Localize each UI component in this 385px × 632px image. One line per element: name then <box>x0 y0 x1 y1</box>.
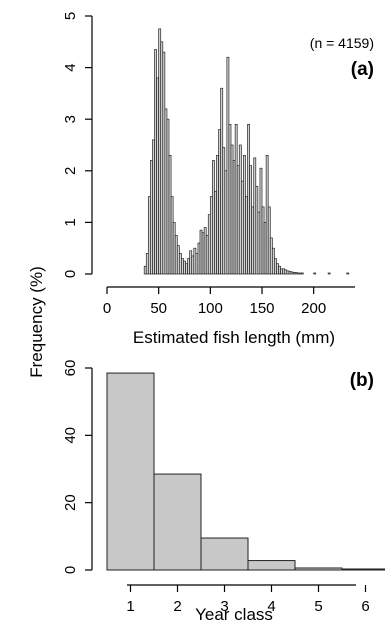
panel-a-x-tick-label: 100 <box>198 300 223 317</box>
panel-a-x-tick-label: 0 <box>103 300 111 317</box>
panel-b-tag: (b) <box>350 370 374 391</box>
panel-a-y-tick-label: 0 <box>62 270 79 278</box>
panel-b-x-tick-label: 1 <box>126 598 134 615</box>
panel-a-annotation: (n = 4159) <box>310 35 374 51</box>
panel-a-bar <box>346 272 350 275</box>
panel-b-bar <box>247 560 296 571</box>
panel-b-x-tick-label: 6 <box>361 598 369 615</box>
panel-a-bars <box>143 28 350 275</box>
panel-b-x-tick-label: 2 <box>173 598 181 615</box>
panel-b-bar <box>106 372 155 571</box>
panel-b-bar <box>200 537 249 571</box>
panel-a-x-tick-label: 50 <box>150 300 167 317</box>
panel-a-y-tick-label: 4 <box>62 63 79 71</box>
panel-a-bar <box>313 272 317 275</box>
panel-a-bar <box>327 272 331 275</box>
panel-b-x-tick-label: 4 <box>267 598 275 615</box>
panel-b-y-tick-label: 40 <box>62 427 79 444</box>
panel-b-y-ticks: 0 20 40 60 <box>62 360 92 574</box>
panel-a-y-tick-label: 2 <box>62 167 79 175</box>
shared-ylabel: Frequency (%) <box>27 266 46 377</box>
panel-a-xlabel: Estimated fish length (mm) <box>133 328 335 347</box>
panel-a-y-tick-label: 3 <box>62 115 79 123</box>
panel-b-x-ticks: 1 2 3 4 5 6 <box>126 585 370 615</box>
panel-b-x-tick-label: 3 <box>220 598 228 615</box>
panel-a-tag: (a) <box>351 59 374 80</box>
panel-b-xlabel: Year class <box>195 605 273 624</box>
panel-a: 0 1 2 3 4 5 0 50 100 150 200 (n = 4159) (a) Estim… <box>62 12 374 347</box>
panel-a-x-tick-label: 200 <box>301 300 326 317</box>
panel-a-y-tick-label: 5 <box>62 12 79 20</box>
panel-a-x-tick-label: 150 <box>249 300 274 317</box>
panel-b-y-tick-label: 0 <box>62 566 79 574</box>
panel-b-y-tick-label: 20 <box>62 494 79 511</box>
panel-b-bars <box>106 372 385 571</box>
panel-a-bar <box>300 272 304 275</box>
panel-b: 0 20 40 60 1 2 3 4 5 6 (b) Year class <box>62 360 385 624</box>
panel-a-x-ticks: 0 50 100 150 200 <box>103 287 326 317</box>
panel-b-y-tick-label: 60 <box>62 360 79 377</box>
panel-b-bar <box>341 568 385 571</box>
panel-b-bar <box>153 473 202 571</box>
panel-b-bar <box>294 567 343 571</box>
panel-b-x-tick-label: 5 <box>314 598 322 615</box>
panel-a-y-tick-label: 1 <box>62 218 79 226</box>
panel-a-y-ticks: 0 1 2 3 4 5 <box>62 12 92 278</box>
